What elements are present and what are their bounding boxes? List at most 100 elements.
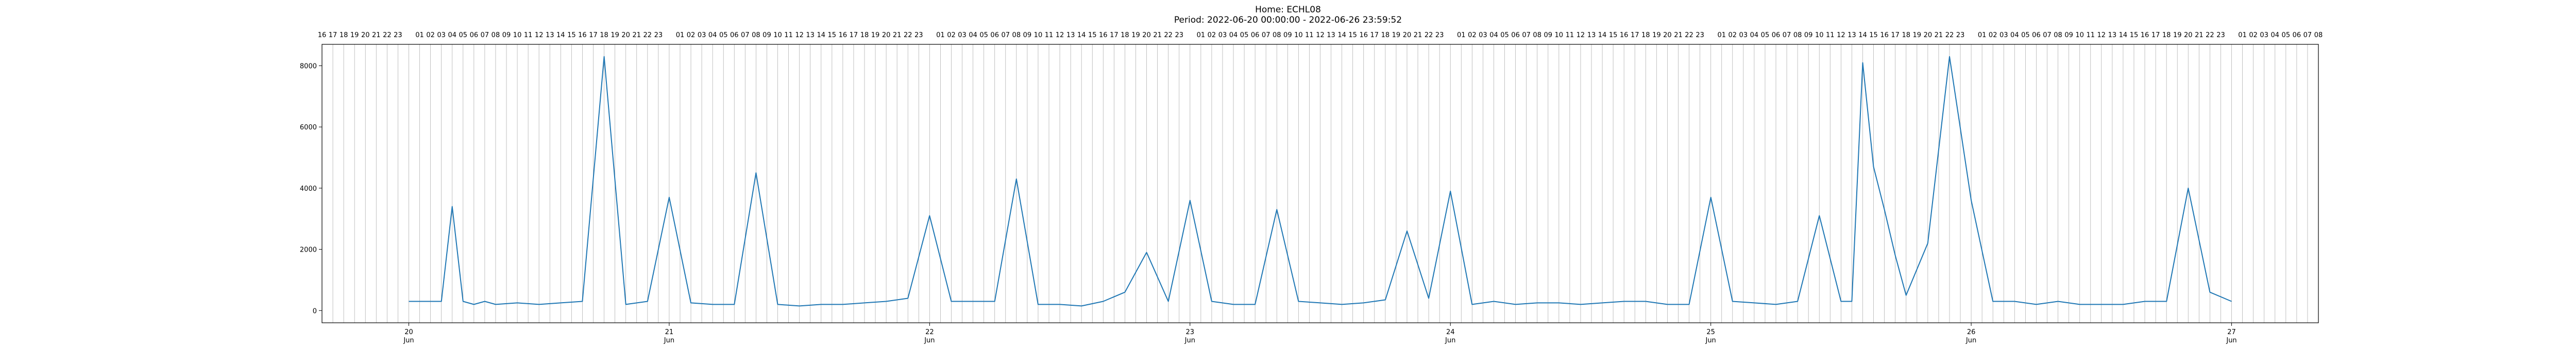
hour-tick-label: 08 [1273, 31, 1281, 39]
hour-tick-label: 01 [936, 31, 945, 39]
hour-tick-label: 12 [1316, 31, 1325, 39]
x-tick-label-day: 22 [925, 328, 934, 336]
hour-tick-label: 15 [1088, 31, 1097, 39]
hour-tick-label: 12 [535, 31, 544, 39]
hour-tick-label: 13 [1327, 31, 1335, 39]
hour-tick-label: 13 [546, 31, 554, 39]
hour-tick-label: 06 [990, 31, 999, 39]
hour-tick-label: 05 [719, 31, 728, 39]
hour-tick-label: 05 [2021, 31, 2030, 39]
hour-tick-label: 04 [2010, 31, 2019, 39]
hour-tick-label: 22 [904, 31, 912, 39]
hour-tick-label: 03 [1999, 31, 2008, 39]
hour-tick-label: 11 [1045, 31, 1054, 39]
hour-tick-label: 13 [1848, 31, 1856, 39]
hour-tick-label: 11 [1305, 31, 1314, 39]
hour-tick-label: 16 [318, 31, 327, 39]
hour-tick-label: 07 [1001, 31, 1010, 39]
hour-tick-label: 15 [567, 31, 576, 39]
hour-tick-label: 02 [2249, 31, 2258, 39]
hour-tick-label: 21 [2195, 31, 2204, 39]
hour-tick-label: 20 [361, 31, 370, 39]
hour-tick-label: 09 [1283, 31, 1292, 39]
hour-tick-label: 16 [2141, 31, 2149, 39]
hour-tick-label: 17 [329, 31, 337, 39]
hour-tick-label: 22 [1945, 31, 1954, 39]
hour-tick-label: 19 [1392, 31, 1401, 39]
hour-tick-label: 21 [1414, 31, 1422, 39]
hour-tick-label: 15 [1609, 31, 1618, 39]
hour-tick-label: 10 [1815, 31, 1824, 39]
hour-tick-label: 06 [1511, 31, 1520, 39]
hour-tick-label: 02 [426, 31, 435, 39]
y-tick-label: 4000 [300, 185, 317, 193]
hour-tick-label: 21 [632, 31, 641, 39]
hour-tick-label: 15 [1869, 31, 1878, 39]
hour-tick-label: 04 [969, 31, 977, 39]
hour-tick-label: 05 [1500, 31, 1509, 39]
hour-tick-label: 11 [2086, 31, 2095, 39]
hour-tick-label: 01 [1978, 31, 1987, 39]
hour-tick-label: 11 [1566, 31, 1574, 39]
hour-tick-label: 17 [1370, 31, 1379, 39]
hour-tick-label: 07 [1262, 31, 1270, 39]
x-tick-label-month: Jun [2226, 337, 2236, 344]
hour-tick-label: 13 [1587, 31, 1596, 39]
hour-tick-label: 21 [893, 31, 902, 39]
hour-tick-label: 08 [1793, 31, 1802, 39]
hour-tick-label: 22 [1425, 31, 1433, 39]
hour-tick-label: 03 [1218, 31, 1227, 39]
hour-tick-label: 02 [1468, 31, 1477, 39]
hour-tick-label: 20 [621, 31, 630, 39]
hour-tick-label: 05 [2282, 31, 2291, 39]
y-tick-label: 6000 [300, 124, 317, 131]
hour-tick-label: 05 [1761, 31, 1770, 39]
hour-tick-label: 18 [1381, 31, 1390, 39]
hour-tick-label: 12 [1837, 31, 1845, 39]
hour-tick-label: 12 [1577, 31, 1585, 39]
hour-tick-label: 04 [1750, 31, 1759, 39]
hour-tick-label: 20 [1924, 31, 1933, 39]
hour-tick-label: 10 [1294, 31, 1303, 39]
x-tick-label-day: 20 [404, 328, 413, 336]
hour-tick-label: 08 [1012, 31, 1021, 39]
hour-tick-label: 16 [839, 31, 848, 39]
hour-tick-label: 23 [1435, 31, 1444, 39]
hour-tick-label: 18 [1902, 31, 1910, 39]
hour-tick-label: 14 [1598, 31, 1607, 39]
hour-grid [321, 44, 2319, 323]
hour-tick-label: 09 [502, 31, 511, 39]
hour-tick-label: 16 [1099, 31, 1108, 39]
hour-tick-label: 17 [850, 31, 858, 39]
y-tick-label: 0 [313, 307, 317, 315]
hour-tick-label: 06 [1772, 31, 1781, 39]
hour-tick-label: 22 [2206, 31, 2214, 39]
hour-tick-label: 08 [2314, 31, 2323, 39]
hour-tick-label: 23 [914, 31, 923, 39]
hour-tick-label: 05 [979, 31, 988, 39]
y-tick-label: 8000 [300, 63, 317, 71]
hour-tick-label: 03 [1739, 31, 1748, 39]
hour-tick-label: 01 [1717, 31, 1726, 39]
hour-tick-label: 12 [795, 31, 804, 39]
hour-tick-label: 08 [1533, 31, 1541, 39]
hour-tick-label: 18 [340, 31, 348, 39]
hour-tick-label: 19 [611, 31, 619, 39]
hour-tick-label: 22 [1685, 31, 1693, 39]
hour-tick-label: 14 [1858, 31, 1867, 39]
x-tick-label-month: Jun [1705, 337, 1716, 344]
hour-tick-label: 19 [1652, 31, 1661, 39]
hour-tick-label: 23 [654, 31, 663, 39]
hour-tick-label: 04 [448, 31, 456, 39]
hour-tick-label: 18 [600, 31, 608, 39]
hour-tick-label: 11 [524, 31, 533, 39]
hour-tick-label: 15 [2130, 31, 2139, 39]
hour-tick-label: 07 [1522, 31, 1531, 39]
hour-tick-label: 07 [2303, 31, 2312, 39]
hour-tick-label: 12 [2097, 31, 2106, 39]
hour-tick-label: 19 [1131, 31, 1140, 39]
hour-tick-label: 19 [350, 31, 359, 39]
hour-tick-label: 10 [1034, 31, 1043, 39]
hour-tick-label: 06 [2032, 31, 2041, 39]
hour-tick-label: 17 [1631, 31, 1639, 39]
